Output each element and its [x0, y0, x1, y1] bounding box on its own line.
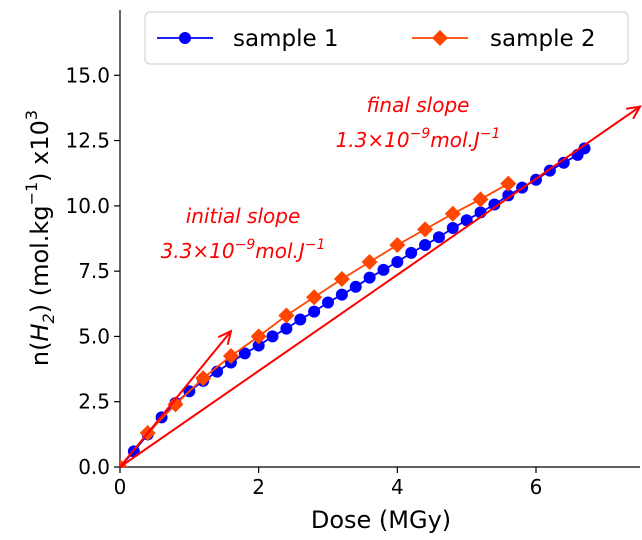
x-tick-label: 0	[114, 475, 127, 499]
final-slope-arrow	[119, 105, 641, 468]
y-tick-label: 7.5	[78, 259, 110, 283]
data-point-sample-1	[238, 347, 251, 360]
legend-label-sample-1: sample 1	[233, 26, 339, 52]
annotation-layer: initial slope 3.3×10−9mol.J−1 final slope 1…	[119, 93, 642, 468]
data-point-sample-1	[488, 198, 501, 211]
y-tick-label: 15.0	[65, 63, 110, 87]
data-point-sample-1	[280, 322, 293, 335]
data-point-sample-1	[308, 305, 321, 318]
data-point-sample-2	[306, 289, 323, 306]
initial-slope-title: initial slope	[186, 204, 301, 228]
initial-slope-arrow	[119, 330, 232, 468]
data-point-sample-1	[405, 246, 418, 259]
legend-marker-sample-2	[432, 30, 448, 46]
initial-slope-value: 3.3×10−9mol.J−1	[161, 237, 326, 263]
data-point-sample-1	[557, 156, 570, 169]
data-point-sample-1	[294, 313, 307, 326]
data-point-sample-2	[278, 307, 295, 324]
data-point-sample-2	[222, 348, 239, 365]
final-slope-title: final slope	[367, 93, 470, 117]
data-point-sample-1	[377, 263, 390, 276]
legend-marker-sample-1	[179, 32, 191, 44]
data-point-sample-1	[363, 271, 376, 284]
data-point-sample-1	[419, 239, 432, 252]
legend-box	[144, 11, 629, 65]
data-point-sample-1	[266, 330, 279, 343]
data-point-sample-2	[250, 328, 267, 345]
data-point-sample-2	[361, 254, 378, 271]
legend: sample 1 sample 2	[144, 11, 629, 65]
data-point-sample-2	[500, 175, 517, 192]
data-point-sample-1	[578, 142, 591, 155]
data-point-sample-2	[444, 205, 461, 222]
data-point-sample-1	[391, 256, 404, 269]
y-tick-label: 12.5	[65, 129, 110, 153]
x-axis-label: Dose (MGy)	[311, 506, 451, 534]
data-point-sample-1	[446, 222, 459, 235]
final-slope-value: 1.3×10−9mol.J−1	[336, 126, 501, 152]
data-point-sample-2	[417, 221, 434, 238]
final-slope-arrowhead	[626, 105, 642, 120]
x-tick-label: 4	[391, 475, 404, 499]
data-point-sample-2	[389, 237, 406, 254]
data-point-sample-1	[335, 288, 348, 301]
data-point-sample-1	[252, 339, 265, 352]
series-layer	[120, 142, 591, 467]
data-point-sample-1	[460, 214, 473, 227]
data-point-sample-2	[333, 270, 350, 287]
y-tick-label: 2.5	[78, 390, 110, 414]
y-tick-label: 10.0	[65, 194, 110, 218]
axis-ticks: 0 2 4 6 0.0 2.5 5.0 7.5 10.0 12.5 15.0	[65, 63, 542, 499]
data-point-sample-1	[502, 189, 515, 202]
data-point-sample-2	[195, 370, 212, 387]
data-point-sample-2	[167, 396, 184, 413]
legend-label-sample-2: sample 2	[490, 26, 596, 52]
y-tick-label: 5.0	[78, 324, 110, 348]
data-point-sample-2	[472, 191, 489, 208]
y-tick-label: 0.0	[78, 455, 110, 479]
x-tick-label: 6	[530, 475, 543, 499]
data-point-sample-1	[322, 296, 334, 309]
y-axis-label: n(H2) (mol.kg−1) x103	[22, 110, 58, 366]
initial-slope-arrowhead	[217, 329, 233, 346]
x-tick-label: 2	[252, 475, 265, 499]
data-point-sample-1	[349, 280, 362, 293]
data-point-sample-1	[432, 231, 445, 244]
